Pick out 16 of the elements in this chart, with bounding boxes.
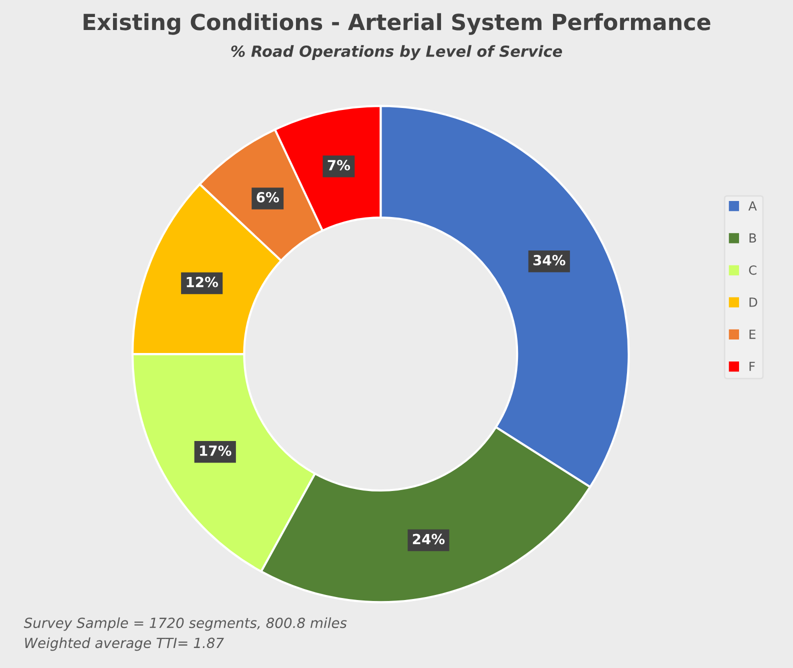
data-label: 24%: [412, 534, 445, 544]
legend-label: C: [749, 265, 756, 275]
data-label: 7%: [328, 160, 350, 170]
legend-label: E: [750, 330, 756, 339]
text: Weighted average TTI= 1.87: [25, 637, 224, 651]
data-label: 17%: [200, 445, 232, 456]
data-label: 34%: [533, 254, 566, 266]
legend-label: D: [750, 298, 758, 307]
legend-label: F: [750, 362, 755, 371]
chart-subtitle: % Road Operations by Level of Service: [231, 45, 562, 60]
data-label: 12%: [186, 276, 218, 288]
data-label: 6%: [256, 192, 279, 203]
chart-title: Existing Conditions - Arterial System Performance: [84, 13, 710, 35]
legend-label: B: [750, 233, 756, 243]
text: Survey Sample = 1720 segments, 800.8 miles: [24, 617, 347, 631]
legend-label: A: [748, 201, 757, 210]
